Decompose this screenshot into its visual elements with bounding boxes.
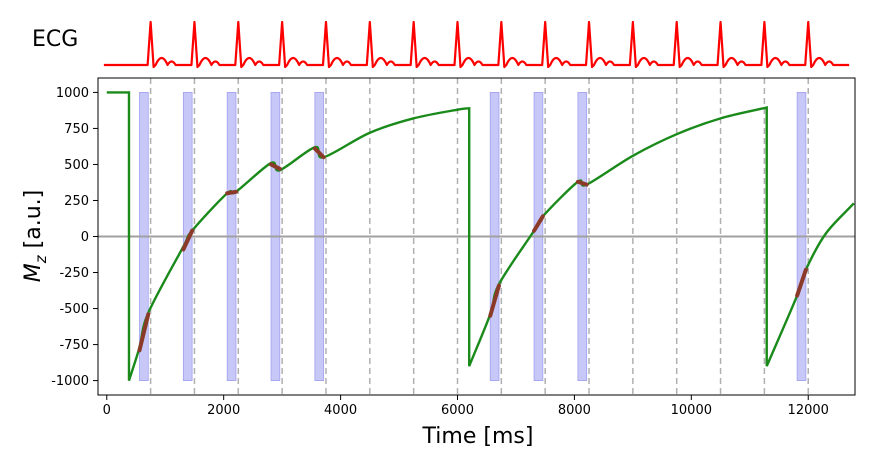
x-axis-label: Time [ms] (422, 424, 534, 449)
readout-segment (137, 312, 151, 353)
y-tick-label: 500 (64, 158, 89, 173)
readout-segment (575, 179, 589, 187)
readout-segments (137, 146, 808, 353)
y-tick-label: -750 (59, 338, 89, 353)
readout-segment (312, 146, 326, 160)
x-tick-label: 6000 (441, 403, 474, 418)
y-tick-label: -1000 (51, 374, 89, 389)
y-tick-label: -500 (59, 302, 89, 317)
readout-segment (532, 214, 545, 233)
readout-segment (488, 283, 502, 318)
readout-segment (795, 267, 808, 298)
heartbeat-lines (149, 78, 809, 395)
ecg-label: ECG (32, 27, 78, 52)
plot-area (97, 77, 856, 396)
readout-segment (225, 189, 238, 196)
x-tick-label: 8000 (558, 403, 591, 418)
y-axis-label-main: M (21, 263, 46, 282)
y-axis-label-sub: z (32, 254, 50, 264)
x-tick-label: 2000 (207, 403, 240, 418)
y-axis-label: Mz [a.u.] (21, 190, 50, 282)
y-tick-label: 750 (64, 122, 89, 137)
y-tick-label: 0 (81, 230, 89, 245)
ecg-waveform (103, 20, 850, 69)
y-axis-label-unit: [a.u.] (21, 190, 46, 256)
y-tick-label: -250 (59, 266, 89, 281)
x-tick-label: 0 (103, 403, 111, 418)
readout-segment (181, 228, 195, 252)
y-tick-label: 250 (64, 194, 89, 209)
x-tick-label: 4000 (324, 403, 357, 418)
x-tick-label: 12000 (788, 403, 829, 418)
ecg-trace (103, 20, 850, 69)
y-tick-label: 1000 (56, 86, 89, 101)
x-axis: 0 2000 4000 6000 8000 10000 12000 (103, 395, 829, 418)
y-axis: 1000 750 500 250 0 -250 -500 -750 -1000 (51, 86, 98, 389)
x-tick-label: 10000 (671, 403, 712, 418)
readout-segment (269, 162, 282, 171)
